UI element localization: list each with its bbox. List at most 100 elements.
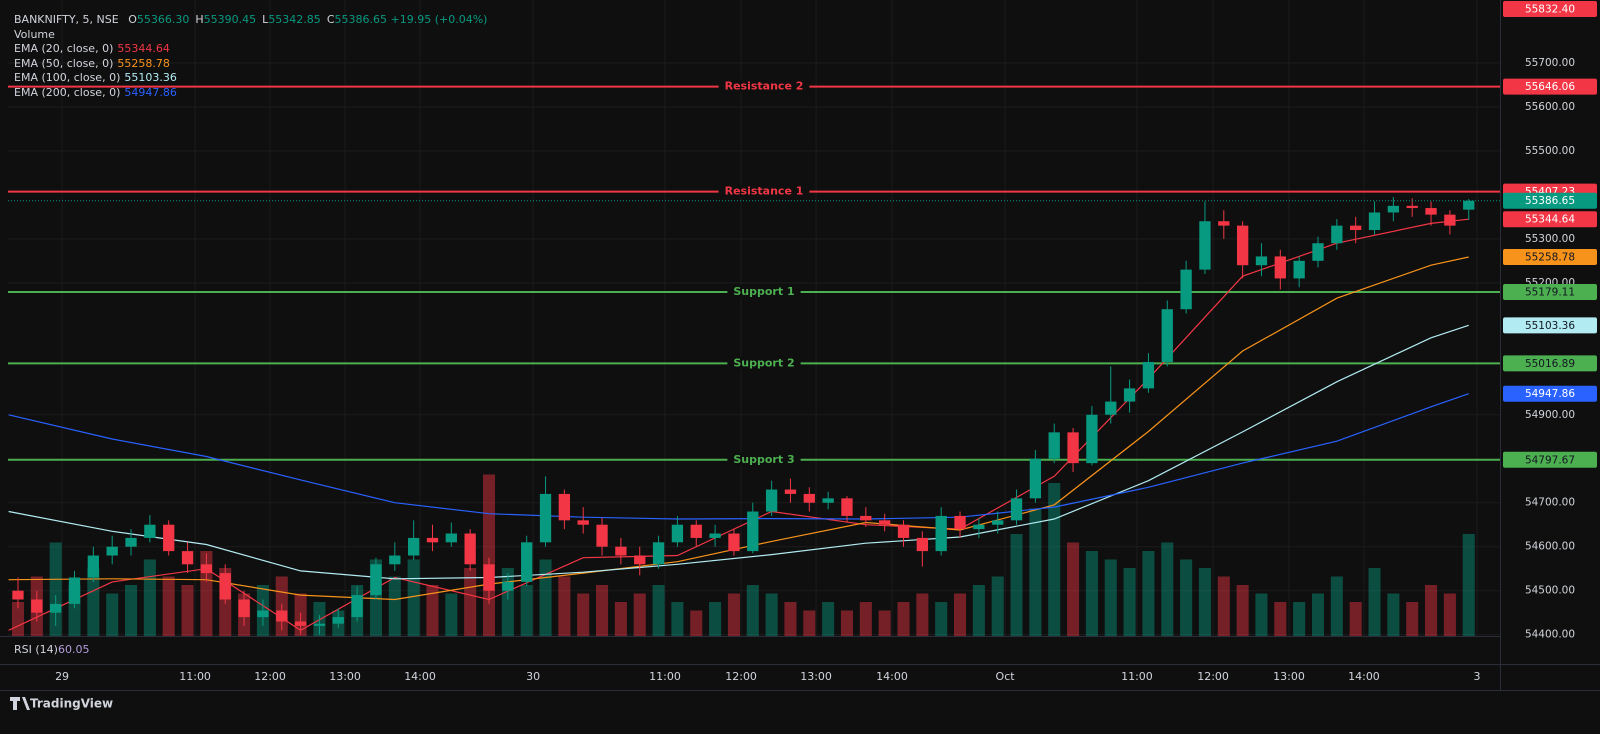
ema-legend-row: EMA (200, close, 0) 54947.86 xyxy=(14,86,487,101)
volume-bar xyxy=(426,585,439,636)
ohlc-item: L55342.85 xyxy=(262,13,321,26)
candle-body xyxy=(1086,414,1098,464)
candle-body xyxy=(1425,208,1437,215)
change: +19.95 (+0.04%) xyxy=(390,13,488,26)
candle-body xyxy=(181,551,194,565)
volume-bar xyxy=(1368,568,1381,636)
candle-body xyxy=(238,599,250,618)
level-label-bg xyxy=(727,452,801,466)
level-label: Resistance 2 xyxy=(725,80,804,93)
volume-bar xyxy=(765,593,778,636)
x-tick-label: 12:00 xyxy=(725,670,757,683)
ema-legend-row: EMA (50, close, 0) 55258.78 xyxy=(14,57,487,72)
candle-body xyxy=(163,524,175,552)
volume-bar xyxy=(840,610,854,636)
volume-bar xyxy=(596,585,609,636)
x-tick-label: 3 xyxy=(1474,670,1481,683)
ema-value: 54947.86 xyxy=(124,85,177,99)
volume-bar xyxy=(671,602,684,636)
candle-body xyxy=(200,564,213,574)
candle-body xyxy=(389,555,401,565)
volume-bar xyxy=(520,585,533,636)
candle-body xyxy=(1368,212,1381,231)
candle-body xyxy=(634,555,646,565)
volume-bar xyxy=(181,585,194,636)
candle-body xyxy=(1387,205,1400,213)
candle-body xyxy=(652,542,665,565)
y-tick-label: 54400.00 xyxy=(1525,629,1575,641)
price-box-label: 55103.36 xyxy=(1525,320,1575,332)
candle-body xyxy=(879,520,891,525)
price-box xyxy=(1503,451,1597,468)
level-label: Support 2 xyxy=(733,356,794,369)
candle-body xyxy=(12,590,24,600)
candle-body xyxy=(87,555,100,578)
price-box xyxy=(1503,211,1597,228)
candle-body xyxy=(577,520,589,525)
volume-bar xyxy=(1142,551,1155,636)
candle-body xyxy=(1010,498,1023,521)
ohlc-value: 55366.30 xyxy=(136,13,190,26)
volume-bar xyxy=(727,593,740,636)
price-box-label: 54947.86 xyxy=(1525,388,1575,400)
y-tick-label: 55300.00 xyxy=(1525,233,1575,245)
price-box-label: 55646.06 xyxy=(1525,81,1575,93)
volume-bar xyxy=(1161,542,1174,636)
volume-bar xyxy=(1085,551,1098,636)
candle-body xyxy=(1236,225,1249,266)
candle-body xyxy=(747,511,759,552)
volume-bar xyxy=(539,559,552,636)
volume-bar xyxy=(558,576,571,636)
volume-bar xyxy=(1443,593,1456,636)
volume-bar xyxy=(143,559,156,636)
symbol: BANKNIFTY, 5, NSE xyxy=(14,13,119,26)
volume-bar xyxy=(1387,593,1400,636)
volume-bar xyxy=(1406,602,1419,636)
candle-body xyxy=(1199,221,1211,270)
x-tick-label: 13:00 xyxy=(800,670,832,683)
candle-body xyxy=(1255,256,1268,266)
price-box xyxy=(1503,355,1597,372)
candle-body xyxy=(144,524,156,538)
volume-bar xyxy=(935,602,948,636)
candle-body xyxy=(407,537,420,556)
ema-legend: EMA (20, close, 0) 55344.64 EMA (50, close… xyxy=(14,42,487,100)
x-tick-label: Oct xyxy=(996,670,1016,683)
ohlc-key: C xyxy=(326,13,335,26)
y-tick-label: 55500.00 xyxy=(1525,145,1575,157)
volume-bar xyxy=(1217,576,1230,636)
price-box xyxy=(1503,192,1597,209)
ohlc-value: 55390.45 xyxy=(203,13,257,26)
ema-line xyxy=(8,324,1469,580)
candle-body xyxy=(596,524,608,547)
candle-body xyxy=(1406,205,1418,209)
volume-bar xyxy=(1123,568,1136,636)
volume-bar xyxy=(991,576,1004,636)
volume-bar xyxy=(125,585,138,636)
volume-bar xyxy=(614,602,627,636)
candle-body xyxy=(68,577,81,604)
volume-bar xyxy=(1236,585,1249,636)
volume-bar xyxy=(1067,542,1080,636)
candle-body xyxy=(1029,458,1042,499)
rsi-label: RSI (14) xyxy=(14,643,58,656)
volume-bar xyxy=(1104,559,1117,636)
candle-body xyxy=(615,546,627,556)
price-box xyxy=(1503,78,1597,95)
price-box xyxy=(1503,317,1597,334)
volume-label: Volume xyxy=(14,27,55,41)
candle-body xyxy=(257,610,269,618)
symbol-row: BANKNIFTY, 5, NSE O55366.30 H55390.45 L553… xyxy=(14,13,487,28)
x-tick-label: 12:00 xyxy=(1197,670,1229,683)
candle-body xyxy=(1444,214,1456,226)
ema-value: 55258.78 xyxy=(117,56,170,70)
candle-body xyxy=(954,515,966,530)
level-label-bg xyxy=(727,356,801,370)
volume-bar xyxy=(1048,483,1061,636)
candle-body xyxy=(1274,256,1286,279)
y-tick-label: 54500.00 xyxy=(1525,585,1575,597)
candle-body xyxy=(765,489,778,512)
candle-body xyxy=(106,546,118,556)
candle-body xyxy=(31,599,43,613)
price-box-label: 55016.89 xyxy=(1525,358,1575,370)
